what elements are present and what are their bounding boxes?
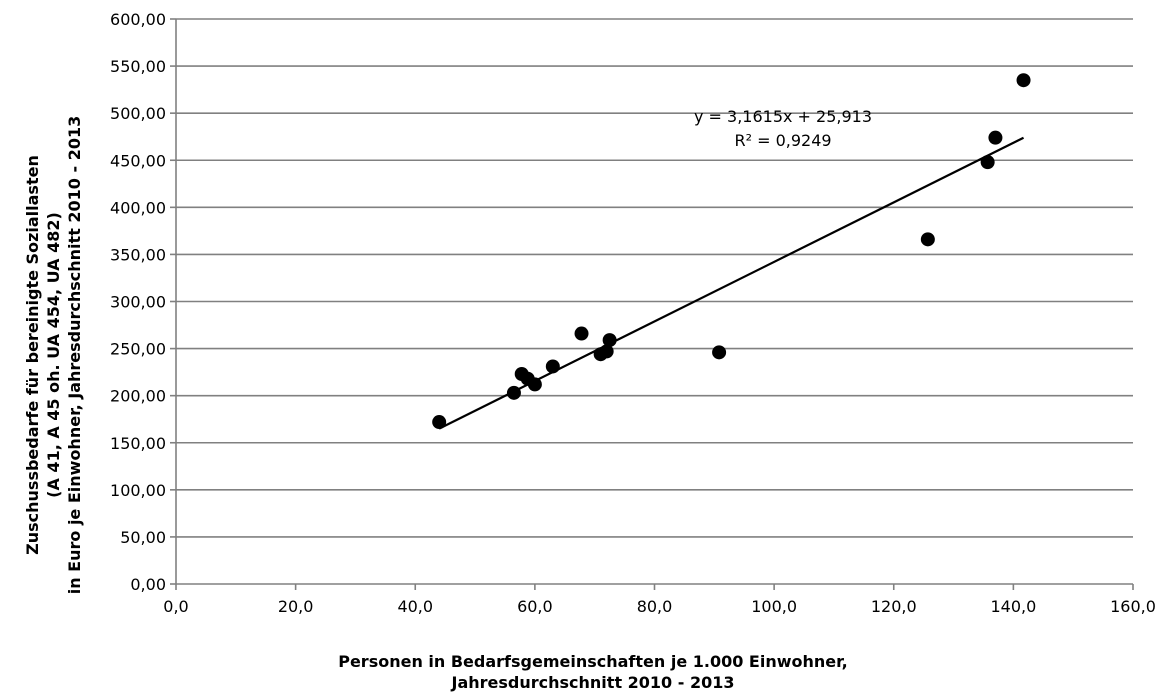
x-tick-label: 140,0 [990, 597, 1036, 616]
trendline-r2-label: R² = 0,9249 [734, 131, 831, 150]
y-tick-label: 50,00 [120, 528, 166, 547]
y-tick-label: 200,00 [110, 387, 166, 406]
data-point [980, 155, 995, 170]
y-tick-label: 600,00 [110, 10, 166, 29]
y-tick-labels: 0,00 50,00 100,00 150,00 200,00 250,00 300,00 3… [110, 10, 166, 594]
x-tick-label: 100,0 [751, 597, 797, 616]
data-point [712, 345, 727, 360]
x-axis-title-line-1: Personen in Bedarfsgemeinschaften je 1.0… [338, 652, 848, 671]
x-tick-label: 20,0 [278, 597, 314, 616]
x-tick-label: 160,0 [1110, 597, 1156, 616]
data-point [574, 326, 589, 341]
trendline-equation-label: y = 3,1615x + 25,913 [694, 107, 872, 126]
y-axis-title-line-2: (A 41, A 45 oh. UA 454, UA 482) [44, 212, 63, 498]
data-point [432, 415, 447, 430]
data-point [1016, 73, 1031, 88]
x-tick-label: 40,0 [397, 597, 433, 616]
x-axis-title-line-2: Jahresdurchschnitt 2010 - 2013 [451, 673, 735, 692]
data-point [527, 377, 542, 392]
y-tick-label: 0,00 [130, 575, 166, 594]
x-tick-label: 120,0 [871, 597, 917, 616]
y-axis-title: Zuschussbedarfe für bereinigte Soziallas… [23, 116, 84, 595]
x-tick-label: 60,0 [517, 597, 553, 616]
data-point [988, 130, 1003, 145]
data-points [432, 73, 1031, 430]
y-axis-title-line-3: in Euro je Einwohner, Jahresdurchschnitt… [65, 116, 84, 595]
axes [170, 18, 1134, 590]
data-point [599, 344, 614, 359]
y-tick-label: 100,00 [110, 481, 166, 500]
data-point [506, 385, 521, 400]
x-tick-label: 80,0 [637, 597, 673, 616]
y-tick-label: 500,00 [110, 104, 166, 123]
data-point [920, 232, 935, 247]
y-tick-label: 250,00 [110, 340, 166, 359]
x-tick-labels: 0,0 20,0 40,0 60,0 80,0 100,0 120,0 140,0 160,0 [163, 597, 1156, 616]
data-point [602, 333, 617, 348]
y-tick-label: 550,00 [110, 57, 166, 76]
y-tick-label: 450,00 [110, 151, 166, 170]
data-point [545, 359, 560, 374]
y-axis-title-line-1: Zuschussbedarfe für bereinigte Soziallas… [23, 155, 42, 555]
y-tick-label: 300,00 [110, 293, 166, 312]
y-tick-label: 400,00 [110, 198, 166, 217]
x-tick-label: 0,0 [163, 597, 188, 616]
y-tick-label: 150,00 [110, 434, 166, 453]
y-tick-label: 350,00 [110, 245, 166, 264]
grid-lines [176, 18, 1133, 538]
